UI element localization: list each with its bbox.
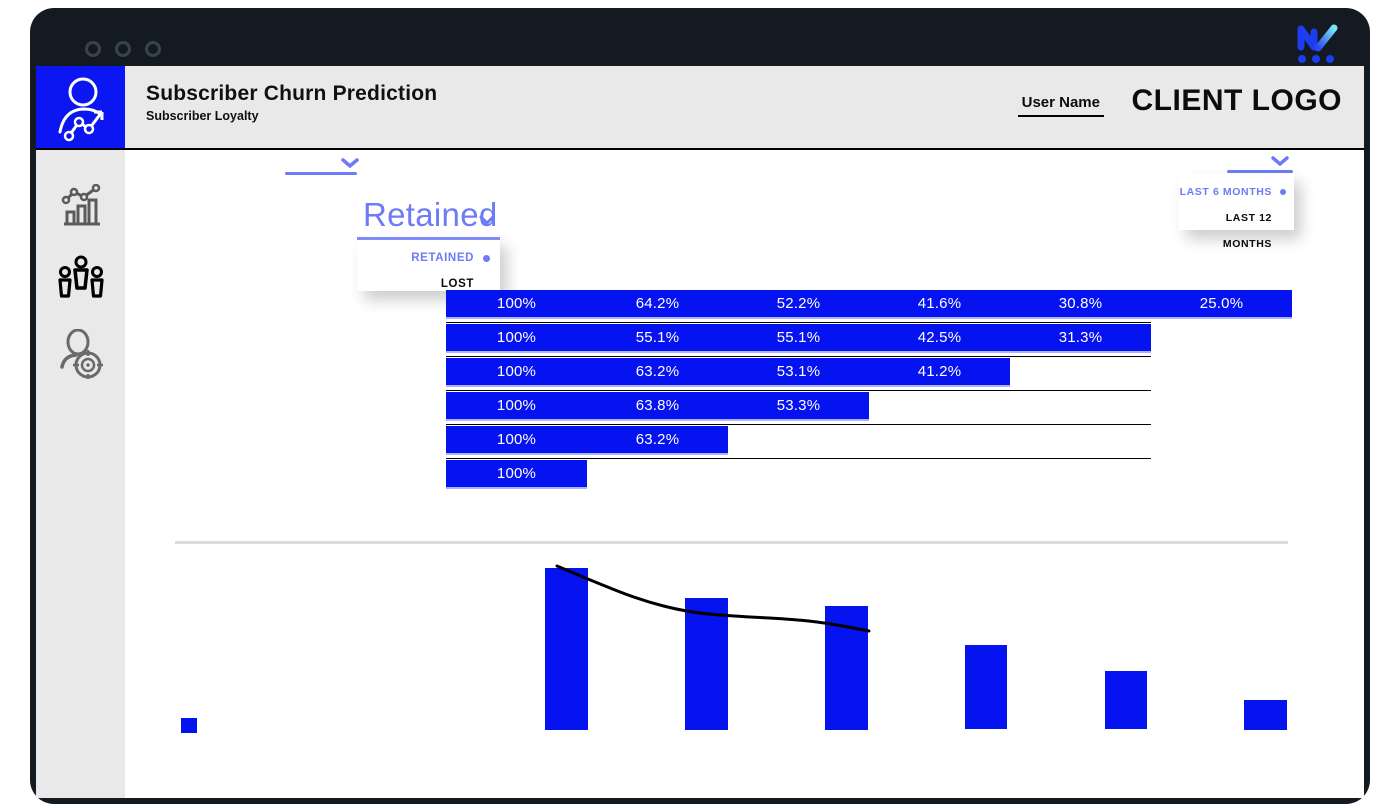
brand-m-logo-icon [1297,24,1338,63]
cohort-value: 53.1% [776,363,821,380]
selected-dot-icon [1280,188,1286,195]
period-dropdown-underline[interactable] [1227,170,1293,173]
chevron-down-icon[interactable] [340,157,360,171]
header-divider [36,148,1364,150]
cohort-gridline [446,423,1151,425]
window-control-icon[interactable] [115,41,131,57]
cohort-row: 100% 63.2% 53.1% 41.2% [446,358,1010,387]
cohort-value: 41.6% [917,295,962,312]
cohort-value: 25.0% [1199,295,1244,312]
people-group-icon [57,255,104,298]
cohort-value: 41.2% [917,363,962,380]
person-target-icon [59,329,103,379]
bar [1244,700,1287,730]
bar [545,568,588,730]
cohort-value: 55.1% [635,329,680,346]
cohort-value: 63.2% [635,431,680,448]
bar [1105,671,1147,729]
window-control-icon[interactable] [145,41,161,57]
cohort-value: 55.1% [776,329,821,346]
cohort-value: 53.3% [776,397,821,414]
cohort-row: 100% 64.2% 52.2% 41.6% 30.8% 25.0% [446,290,1292,319]
page-header: Subscriber Churn Prediction Subscriber L… [36,66,1364,150]
cohort-gridline [446,457,1151,459]
cohort-value: 100% [496,431,537,448]
chevron-down-icon[interactable] [478,214,496,228]
sidebar-item-targeting[interactable] [36,325,125,383]
app-logo-tile[interactable] [36,66,125,148]
bar [685,598,728,730]
cohort-value: 31.3% [1058,329,1103,346]
menu-item-last-6-months[interactable]: LAST 6 MONTHS [1179,179,1294,205]
page-title: Subscriber Churn Prediction [146,82,438,105]
subscriber-chart-icon [58,77,104,142]
metric-dropdown-button[interactable]: Retained [363,196,498,233]
cohort-row: 100% 63.2% [446,426,728,455]
window-control-icon[interactable] [85,41,101,57]
metric-dropdown-menu: RETAINED LOST [357,237,500,291]
user-name-link[interactable]: User Name [1017,94,1104,117]
sidebar-item-subscribers[interactable] [36,250,125,308]
menu-item-lost[interactable]: LOST [440,278,474,290]
cohort-gridline [446,355,1151,357]
mini-dropdown-underline[interactable] [285,172,357,175]
client-logo-text: CLIENT LOGO [1131,84,1342,117]
cohort-value: 64.2% [635,295,680,312]
cohort-row: 100% [446,460,587,489]
page-subtitle: Subscriber Loyalty [146,109,259,123]
cohort-value: 63.8% [635,397,680,414]
bar [181,718,197,733]
cohort-value: 63.2% [635,363,680,380]
cohort-gridline [446,389,1151,391]
cohort-row: 100% 55.1% 55.1% 42.5% 31.3% [446,324,1151,353]
cohort-value: 100% [496,295,537,312]
cohort-value: 30.8% [1058,295,1103,312]
sidebar-nav [36,150,125,798]
app-window: Subscriber Churn Prediction Subscriber L… [30,8,1370,804]
selected-dot-icon [483,254,490,262]
cohort-value: 42.5% [917,329,962,346]
cohort-value: 100% [496,363,537,380]
menu-item-last-12-months[interactable]: LAST 12 MONTHS [1222,212,1272,250]
bar [825,606,868,730]
cohort-value: 100% [496,397,537,414]
cohort-value: 100% [496,329,537,346]
cohort-value: 52.2% [776,295,821,312]
period-dropdown-menu: LAST 6 MONTHS LAST 12 MONTHS [1179,173,1294,250]
cohort-value: 100% [496,465,537,482]
bar-chart-trend-icon [61,184,100,226]
main-content [125,150,1364,798]
menu-item-retained[interactable]: RETAINED [357,245,500,271]
bar [965,645,1007,729]
sidebar-item-analytics[interactable] [36,178,125,236]
cohort-gridline [446,321,1151,323]
cohort-row: 100% 63.8% 53.3% [446,392,869,421]
chevron-down-icon[interactable] [1270,155,1290,169]
section-divider [175,541,1288,544]
window-titlebar [30,8,1370,66]
